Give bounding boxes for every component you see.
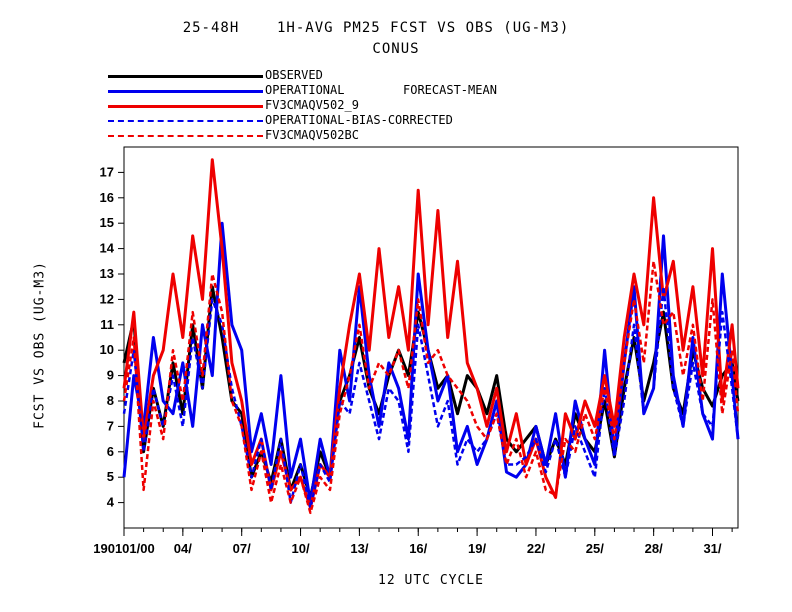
y-tick-label: 11 <box>100 317 114 332</box>
series-group <box>122 158 740 515</box>
legend-label-fv3cmaqv502-9: FV3CMAQV502_9 <box>265 98 359 112</box>
x-tick-label: 10/ <box>292 541 310 556</box>
y-tick-label: 4 <box>107 495 115 510</box>
legend-label-fv3cmaqv502bc: FV3CMAQV502BC <box>265 128 359 142</box>
x-axis-label: 12 UTC CYCLE <box>378 573 484 588</box>
y-tick-label: 12 <box>100 291 114 306</box>
y-tick-label: 16 <box>100 190 114 205</box>
y-tick-label: 5 <box>107 469 114 484</box>
y-tick-label: 14 <box>100 241 115 256</box>
series-line-operational <box>122 221 740 505</box>
x-tick-label: 28/ <box>645 541 663 556</box>
x-tick-label: 04/ <box>174 541 192 556</box>
x-tick-label: 19/ <box>468 541 486 556</box>
y-tick-label: 10 <box>100 342 114 357</box>
x-tick-label: 22/ <box>527 541 545 556</box>
legend-label-operational-bias-corrected: OPERATIONAL-BIAS-CORRECTED <box>265 113 453 127</box>
x-tick-label: 25/ <box>586 541 604 556</box>
legend-forecast-mean: FORECAST-MEAN <box>403 83 497 97</box>
x-tick-label: 07/ <box>233 541 251 556</box>
x-tick-label: 13/ <box>350 541 368 556</box>
legend-label-operational: OPERATIONAL <box>265 83 345 97</box>
legend-swatch-fv3cmaqv502bc <box>108 135 263 137</box>
legend-swatch-fv3cmaqv502-9 <box>108 105 263 108</box>
legend-swatch-operational <box>108 90 263 93</box>
chart-title: 25-48H 1H-AVG PM25 FCST VS OBS (UG-M3) <box>182 20 570 36</box>
x-axis: 190101/00 04/07/10/13/16/19/22/25/28/31/ <box>93 528 733 556</box>
chart-subtitle: CONUS <box>372 41 420 57</box>
x-tick-label: 190101/00 <box>93 541 154 556</box>
y-tick-label: 7 <box>107 418 114 433</box>
x-tick-label: 16/ <box>409 541 427 556</box>
y-tick-label: 9 <box>107 368 114 383</box>
legend-label-observed: OBSERVED <box>265 68 323 82</box>
y-tick-label: 15 <box>100 215 114 230</box>
series-line-fv3cmaqv502bc <box>122 260 740 515</box>
plot-frame <box>123 146 739 529</box>
y-tick-label: 8 <box>107 393 114 408</box>
x-tick-label: 31/ <box>703 541 721 556</box>
y-axis-label: FCST VS OBS (UG-M3) <box>32 261 48 429</box>
legend-swatch-operational-bias-corrected <box>108 120 263 122</box>
legend-swatch-observed <box>108 75 263 78</box>
y-tick-label: 6 <box>107 444 114 459</box>
series-line-fv3cmaqv502-9 <box>122 158 740 510</box>
y-tick-label: 13 <box>100 266 114 281</box>
y-tick-label: 17 <box>100 164 114 179</box>
y-axis: 4 5 6 7 8 9 10 11 12 13 14 15 16 17 <box>100 164 124 510</box>
series-line-operational-bias-corrected <box>122 285 740 509</box>
